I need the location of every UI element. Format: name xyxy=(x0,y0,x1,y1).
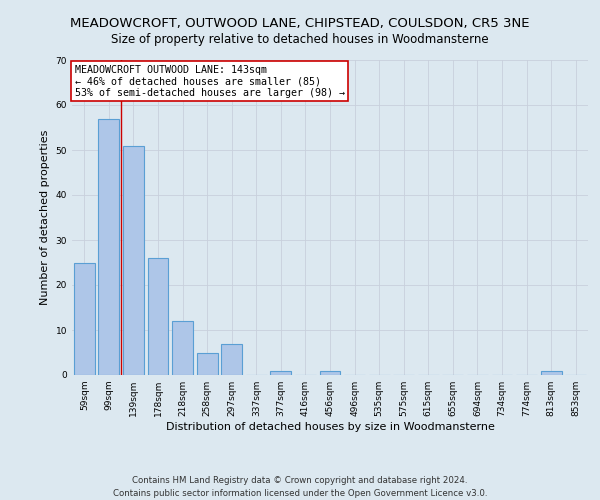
Text: Size of property relative to detached houses in Woodmansterne: Size of property relative to detached ho… xyxy=(111,32,489,46)
Text: Contains HM Land Registry data © Crown copyright and database right 2024.
Contai: Contains HM Land Registry data © Crown c… xyxy=(113,476,487,498)
Bar xyxy=(172,321,193,375)
Bar xyxy=(197,352,218,375)
Bar xyxy=(271,370,292,375)
Y-axis label: Number of detached properties: Number of detached properties xyxy=(40,130,50,305)
Bar xyxy=(148,258,169,375)
Bar xyxy=(221,344,242,375)
Bar xyxy=(541,370,562,375)
Bar xyxy=(320,370,340,375)
Text: MEADOWCROFT OUTWOOD LANE: 143sqm
← 46% of detached houses are smaller (85)
53% o: MEADOWCROFT OUTWOOD LANE: 143sqm ← 46% o… xyxy=(74,64,344,98)
Bar xyxy=(98,118,119,375)
Text: MEADOWCROFT, OUTWOOD LANE, CHIPSTEAD, COULSDON, CR5 3NE: MEADOWCROFT, OUTWOOD LANE, CHIPSTEAD, CO… xyxy=(70,18,530,30)
Bar xyxy=(74,262,95,375)
Bar xyxy=(123,146,144,375)
X-axis label: Distribution of detached houses by size in Woodmansterne: Distribution of detached houses by size … xyxy=(166,422,494,432)
